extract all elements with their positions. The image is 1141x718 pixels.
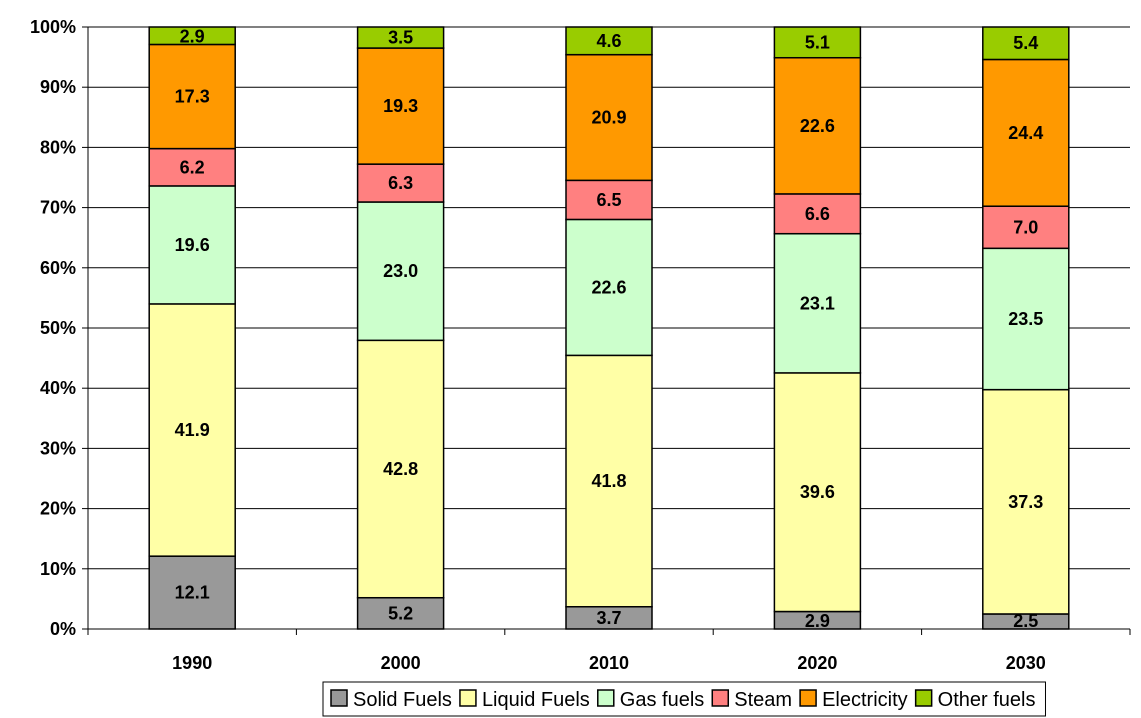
data-label: 4.6 xyxy=(596,31,621,51)
bar-segment xyxy=(773,193,862,235)
y-tick-label: 0% xyxy=(50,619,76,639)
bar-segment xyxy=(356,163,445,203)
bar-segment xyxy=(148,43,236,150)
bar-segment xyxy=(773,232,862,374)
legend-swatch xyxy=(914,689,933,707)
data-label: 42.8 xyxy=(383,459,418,479)
bar-segment xyxy=(982,247,1070,391)
y-axis-ticks: 0% 10% 20% 30% 40% 50% 60% 70% 80% 90% 100% xyxy=(30,17,88,639)
y-tick-label: 30% xyxy=(40,438,76,458)
bar-segment xyxy=(773,372,862,613)
bar-segment xyxy=(148,303,236,557)
bar-segment xyxy=(565,179,653,221)
data-label: 2.9 xyxy=(805,611,830,631)
data-label: 7.0 xyxy=(1013,217,1038,237)
legend-label: Other fuels xyxy=(938,689,1036,711)
legend-item: Steam xyxy=(711,689,792,711)
y-tick-label: 80% xyxy=(40,137,76,157)
legend-swatch xyxy=(330,689,348,707)
bar-segment xyxy=(356,201,445,342)
data-label: 2.9 xyxy=(180,26,205,46)
data-label: 23.0 xyxy=(383,261,418,281)
bar-segment xyxy=(773,56,862,195)
y-tick-label: 20% xyxy=(40,499,76,519)
legend-swatch xyxy=(597,689,615,707)
x-tick-label: 1990 xyxy=(172,653,212,673)
bar-segment xyxy=(148,26,236,46)
legend-item: Gas fuels xyxy=(597,689,704,711)
data-label: 6.3 xyxy=(388,173,413,193)
bar-stack-2000: 5.2 42.8 23.0 6.3 19.3 3.5 xyxy=(356,26,445,630)
y-tick-label: 100% xyxy=(30,17,76,37)
bar-segment xyxy=(773,26,862,59)
y-tick-label: 10% xyxy=(40,559,76,579)
data-label: 5.4 xyxy=(1013,33,1038,53)
data-label: 41.9 xyxy=(175,420,210,440)
data-label: 3.5 xyxy=(388,28,413,48)
legend-label: Gas fuels xyxy=(620,689,704,711)
data-label: 6.2 xyxy=(180,157,205,177)
bar-stack-2010: 3.7 41.8 22.6 6.5 20.9 4.6 xyxy=(565,26,653,630)
bar-segment xyxy=(565,53,653,182)
data-label: 2.5 xyxy=(1013,611,1038,631)
legend-label: Electricity xyxy=(822,689,908,711)
legend-swatch xyxy=(799,689,817,707)
legend-label: Liquid Fuels xyxy=(482,689,590,711)
bar-segment xyxy=(356,26,445,49)
x-tick-label: 2020 xyxy=(797,653,837,673)
x-tick-label: 2030 xyxy=(1006,653,1046,673)
legend: Solid Fuels Liquid Fuels Gas fuels Steam Ele… xyxy=(322,681,1046,717)
data-label: 41.8 xyxy=(591,471,626,491)
data-label: 23.5 xyxy=(1008,309,1043,329)
data-label: 6.6 xyxy=(805,204,830,224)
legend-item: Liquid Fuels xyxy=(459,689,590,711)
x-axis-ticks: 1990 2000 2010 2020 2030 xyxy=(87,629,1131,673)
legend-label: Solid Fuels xyxy=(353,689,452,711)
x-tick-label: 2010 xyxy=(589,653,629,673)
data-label: 5.1 xyxy=(805,32,830,52)
bar-segment xyxy=(565,218,653,357)
data-label: 23.1 xyxy=(800,293,835,313)
bar-segment xyxy=(982,26,1070,61)
bar-segment xyxy=(356,339,445,599)
data-label: 20.9 xyxy=(591,108,626,128)
bar-stack-2030: 2.5 37.3 23.5 7.0 24.4 5.4 xyxy=(982,26,1070,631)
bars: 12.1 41.9 19.6 6.2 17.3 2.9 5.2 42.8 23.0 6.3 19.3… xyxy=(148,26,1070,631)
bar-segment xyxy=(565,354,653,608)
x-tick-label: 2000 xyxy=(381,653,421,673)
data-label: 22.6 xyxy=(800,116,835,136)
data-label: 19.6 xyxy=(175,235,210,255)
legend-label: Steam xyxy=(734,689,792,711)
legend-swatch xyxy=(459,689,477,707)
legend-item: Other fuels xyxy=(914,689,1036,711)
data-label: 17.3 xyxy=(175,87,210,107)
bar-segment xyxy=(565,26,653,56)
y-tick-label: 70% xyxy=(40,198,76,218)
legend-item: Electricity xyxy=(799,689,908,711)
bar-stack-2020: 2.9 39.6 23.1 6.6 22.6 5.1 xyxy=(773,26,862,631)
y-tick-label: 40% xyxy=(40,378,76,398)
data-label: 5.2 xyxy=(388,603,413,623)
bar-stack-1990: 12.1 41.9 19.6 6.2 17.3 2.9 xyxy=(148,26,236,630)
bar-segment xyxy=(148,185,236,305)
legend-item: Solid Fuels xyxy=(330,689,452,711)
data-label: 39.6 xyxy=(800,482,835,502)
y-tick-label: 90% xyxy=(40,77,76,97)
axes xyxy=(87,27,1130,630)
data-label: 3.7 xyxy=(596,608,621,628)
legend-swatch xyxy=(711,689,730,707)
data-label: 24.4 xyxy=(1008,123,1043,143)
y-tick-label: 60% xyxy=(40,258,76,278)
data-label: 19.3 xyxy=(383,96,418,116)
data-label: 12.1 xyxy=(175,583,210,603)
bar-segment xyxy=(356,47,445,165)
y-tick-label: 50% xyxy=(40,318,76,338)
data-label: 6.5 xyxy=(596,190,621,210)
data-label: 22.6 xyxy=(591,277,626,297)
data-label: 37.3 xyxy=(1008,492,1043,512)
